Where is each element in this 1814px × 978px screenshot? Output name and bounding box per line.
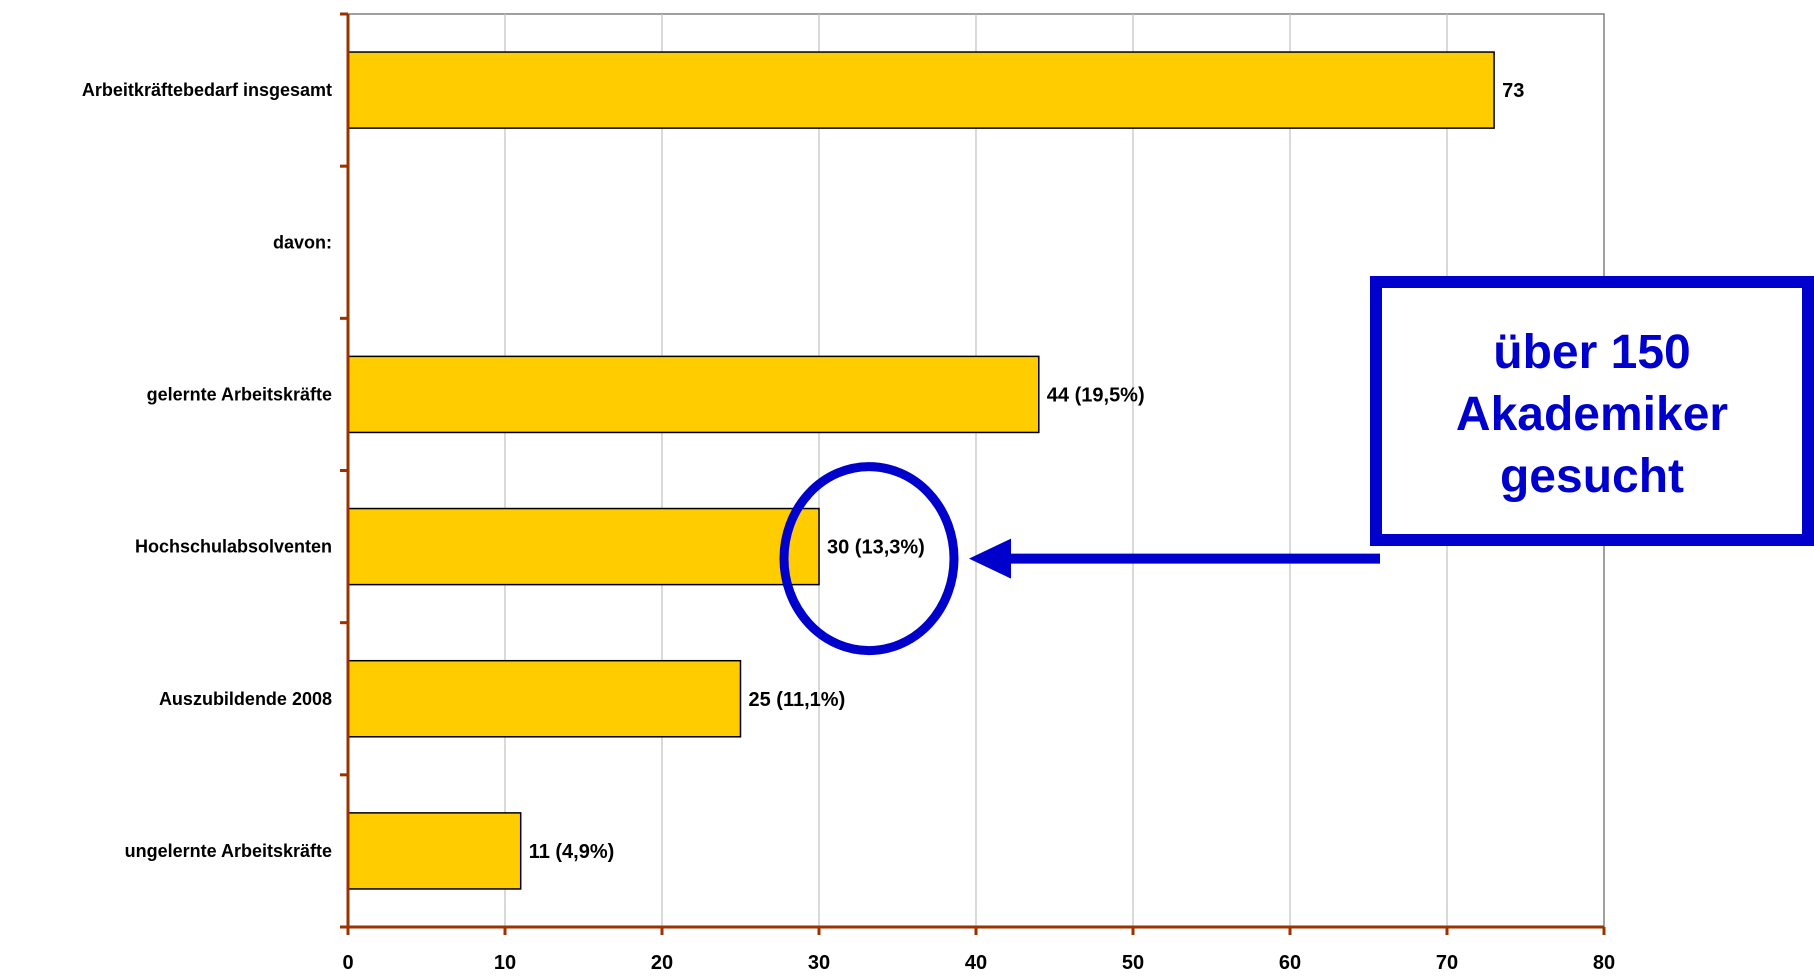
data-label: 11 (4,9%) — [529, 841, 615, 863]
data-label: 44 (19,5%) — [1047, 384, 1145, 406]
arrow-head — [969, 538, 1011, 579]
value-labels: 73 44 (19,5%) 30 (13,3%) 25 (11,1%) 11 (4,9%… — [529, 80, 1525, 863]
highlight-circle — [779, 462, 959, 656]
category-label: Hochschulabsolventen — [135, 537, 332, 557]
category-label: ungelernte Arbeitskräfte — [125, 841, 332, 861]
data-label: 30 (13,3%) — [827, 537, 925, 559]
category-label: gelernte Arbeitskräfte — [147, 384, 332, 404]
category-label: davon: — [273, 232, 332, 252]
category-labels: Arbeitkräftebedarf insgesamt davon: gelern… — [82, 80, 332, 861]
bar — [347, 51, 1495, 129]
callout-text-line: über 150 — [1493, 326, 1690, 379]
callout-box — [1370, 276, 1814, 546]
callout-annotation: über 150 Akademiker gesucht — [779, 276, 1814, 656]
x-tick-label: 60 — [1279, 952, 1301, 974]
x-tick-label: 0 — [342, 952, 353, 974]
x-tick-label: 80 — [1593, 952, 1615, 974]
x-tick-labels: 0 10 20 30 40 50 60 70 80 — [342, 952, 1615, 974]
callout-text-line: Akademiker — [1456, 388, 1728, 441]
bars — [347, 51, 1495, 890]
axes — [340, 12, 1606, 935]
bar — [347, 812, 522, 890]
bar — [347, 507, 820, 586]
x-tick-label: 50 — [1122, 952, 1144, 974]
bar — [347, 355, 1040, 434]
x-tick-label: 70 — [1436, 952, 1458, 974]
category-label: Arbeitkräftebedarf insgesamt — [82, 80, 332, 100]
x-tick-label: 20 — [651, 952, 673, 974]
bar — [347, 659, 742, 738]
category-label: Auszubildende 2008 — [159, 689, 332, 709]
data-label: 73 — [1502, 80, 1524, 102]
x-tick-label: 40 — [965, 952, 987, 974]
x-tick-label: 10 — [494, 952, 516, 974]
callout-text-line: gesucht — [1500, 450, 1684, 503]
data-label: 25 (11,1%) — [749, 689, 846, 711]
x-tick-label: 30 — [808, 952, 830, 974]
gridlines — [504, 14, 1448, 927]
